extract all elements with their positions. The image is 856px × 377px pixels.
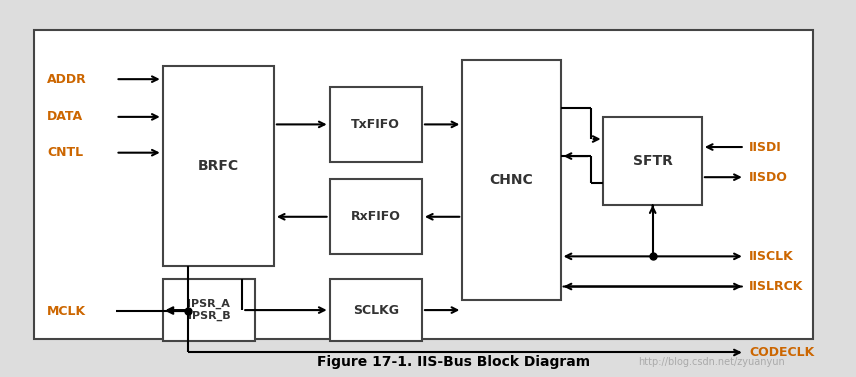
Bar: [330, 179, 422, 254]
Text: CODECLK: CODECLK: [749, 346, 814, 359]
Text: IISDI: IISDI: [749, 141, 782, 153]
Text: IISDO: IISDO: [749, 171, 788, 184]
Text: IPSR_A
IPSR_B: IPSR_A IPSR_B: [187, 299, 230, 321]
Text: Figure 17-1. IIS-Bus Block Diagram: Figure 17-1. IIS-Bus Block Diagram: [317, 355, 590, 369]
Text: CNTL: CNTL: [47, 146, 83, 159]
Text: IISLRCK: IISLRCK: [749, 280, 804, 293]
Bar: [163, 66, 274, 266]
Bar: [330, 87, 422, 162]
Text: http://blog.csdn.net/zyuanyun: http://blog.csdn.net/zyuanyun: [638, 357, 784, 367]
Bar: [603, 117, 702, 205]
Bar: [163, 279, 255, 341]
Text: MCLK: MCLK: [47, 305, 86, 317]
Text: CHNC: CHNC: [490, 173, 533, 187]
Text: DATA: DATA: [47, 110, 83, 123]
Text: RxFIFO: RxFIFO: [351, 210, 401, 223]
Text: SFTR: SFTR: [633, 154, 673, 168]
Bar: [330, 279, 422, 341]
Bar: [34, 30, 813, 339]
Text: TxFIFO: TxFIFO: [351, 118, 401, 131]
Text: SCLKG: SCLKG: [353, 303, 399, 317]
Text: IISCLK: IISCLK: [749, 250, 794, 263]
Bar: [462, 60, 561, 300]
Text: BRFC: BRFC: [198, 159, 239, 173]
Text: ADDR: ADDR: [47, 73, 86, 86]
